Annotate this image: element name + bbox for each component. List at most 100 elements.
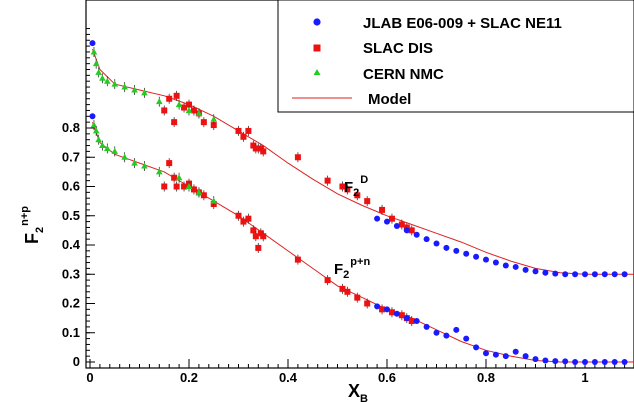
slac-dis-point xyxy=(181,104,188,111)
cern-nmc-point xyxy=(95,68,102,75)
x-tick-label: 0 xyxy=(86,370,93,385)
jlab-point xyxy=(572,271,579,278)
jlab-point xyxy=(591,359,598,365)
jlab-point xyxy=(532,356,539,363)
jlab-point xyxy=(522,266,529,273)
jlab-point xyxy=(403,315,410,322)
y-tick-label: 0.1 xyxy=(62,325,80,340)
cern-nmc-point xyxy=(141,162,148,169)
slac-dis-point xyxy=(388,309,395,316)
slac-dis-point xyxy=(235,212,242,219)
slac-dis-point xyxy=(344,186,351,193)
legend-box xyxy=(277,0,634,113)
jlab-point xyxy=(502,353,509,360)
slac-dis-point xyxy=(200,119,207,126)
y-tick-label: 0.3 xyxy=(62,266,80,281)
x-tick-label: 0.6 xyxy=(378,370,396,385)
cern-nmc-point xyxy=(185,106,193,113)
data-points xyxy=(89,40,628,365)
slac-dis-point xyxy=(250,227,257,234)
cern-nmc-point xyxy=(175,174,183,181)
jlab-point xyxy=(423,323,430,330)
jlab-point xyxy=(492,351,499,358)
slac-dis-point xyxy=(294,154,301,161)
jlab-point xyxy=(403,227,410,234)
jlab-point xyxy=(522,353,529,360)
jlab-point xyxy=(384,306,390,313)
jlab-point xyxy=(384,218,390,225)
y-tick-label: 0.4 xyxy=(62,237,81,252)
legend-label-nmc: CERN NMC xyxy=(363,66,444,83)
slac-dis-point xyxy=(252,233,259,240)
slac-dis-point xyxy=(245,215,252,222)
jlab-point xyxy=(473,344,480,351)
jlab-point xyxy=(413,231,420,238)
cern-nmc-point xyxy=(131,159,138,166)
axis-ticks xyxy=(86,28,626,368)
jlab-point xyxy=(572,359,579,365)
slac-dis-point xyxy=(181,183,188,190)
cern-nmc-point xyxy=(99,74,106,81)
cern-nmc-point xyxy=(111,80,119,87)
legend-marker-nmc xyxy=(313,69,321,75)
legend-label-slac: SLAC DIS xyxy=(363,40,433,57)
cern-nmc-point xyxy=(95,136,102,143)
legend: JLAB E06-009 + SLAC NE11 SLAC DIS CERN N… xyxy=(277,0,634,113)
slac-dis-point xyxy=(398,312,405,319)
y-axis-title: F2n+p xyxy=(19,206,46,244)
jlab-point xyxy=(611,271,618,278)
slac-dis-point xyxy=(339,285,346,292)
jlab-point xyxy=(542,357,549,364)
slac-dis-point xyxy=(354,294,361,301)
curve-label-proton-neutron: F2p+n xyxy=(334,256,370,281)
cern-nmc-point xyxy=(156,168,163,175)
cern-nmc-point xyxy=(185,183,193,189)
jlab-point xyxy=(582,271,588,278)
jlab-point xyxy=(413,318,420,325)
model-curve-line xyxy=(92,122,634,363)
jlab-point xyxy=(492,259,499,266)
cern-nmc-point xyxy=(99,142,106,149)
cern-nmc-point xyxy=(195,109,203,116)
legend-marker-jlab xyxy=(313,18,321,26)
jlab-point xyxy=(591,271,598,278)
slac-dis-point xyxy=(240,133,247,140)
slac-dis-point xyxy=(339,183,346,190)
curve-label-deuteron: F2D xyxy=(344,174,368,199)
jlab-point xyxy=(562,358,569,365)
jlab-point xyxy=(611,359,618,365)
slac-dis-point xyxy=(171,119,178,126)
slac-dis-point xyxy=(235,127,242,134)
jlab-point xyxy=(502,262,509,269)
slac-dis-point xyxy=(166,95,173,102)
jlab-point xyxy=(483,256,489,263)
cern-nmc-point xyxy=(90,48,98,55)
slac-dis-point xyxy=(388,215,395,222)
tick-labels: 0 0.2 0.4 0.6 0.8 1 0 0.1 0.2 0.3 0.4 0.5 0.6 0.7 0.8 xyxy=(62,120,589,385)
cern-nmc-point xyxy=(92,60,100,67)
x-tick-label: 0.4 xyxy=(279,370,298,385)
cern-nmc-point xyxy=(210,197,218,204)
jlab-point xyxy=(542,269,549,276)
jlab-point xyxy=(374,303,381,310)
slac-dis-point xyxy=(408,318,415,325)
slac-dis-point xyxy=(324,177,331,184)
jlab-point xyxy=(423,236,430,243)
jlab-point xyxy=(463,250,470,257)
x-tick-label: 0.8 xyxy=(477,370,495,385)
jlab-point xyxy=(463,335,470,342)
model-curve-line xyxy=(92,48,634,275)
plot-frame xyxy=(85,0,634,369)
slac-dis-point xyxy=(379,206,386,213)
jlab-point xyxy=(483,350,489,357)
slac-dis-point xyxy=(398,221,405,228)
slac-dis-point xyxy=(260,148,267,155)
y-tick-label: 0.8 xyxy=(62,120,80,135)
cern-nmc-point xyxy=(175,101,183,108)
slac-dis-point xyxy=(171,174,178,181)
slac-dis-point xyxy=(240,218,247,225)
jlab-point xyxy=(621,271,628,278)
y-tick-label: 0.7 xyxy=(62,149,80,164)
slac-dis-point xyxy=(364,300,371,307)
